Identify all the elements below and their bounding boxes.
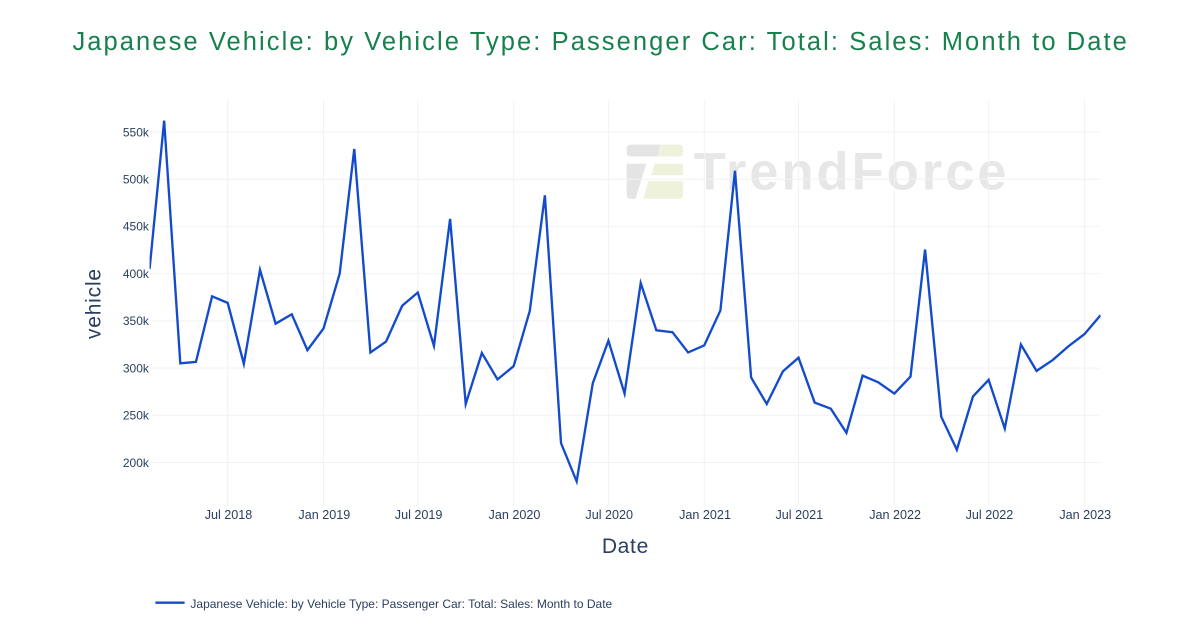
svg-text:Jul 2018: Jul 2018 — [205, 508, 253, 522]
svg-text:Jan 2020: Jan 2020 — [489, 508, 541, 522]
svg-text:Jul 2021: Jul 2021 — [776, 508, 824, 522]
svg-text:Japanese Vehicle: by Vehicle T: Japanese Vehicle: by Vehicle Type: Passe… — [190, 597, 612, 611]
svg-text:Jan 2021: Jan 2021 — [679, 508, 731, 522]
svg-text:Jul 2022: Jul 2022 — [966, 508, 1014, 522]
svg-text:Japanese Vehicle: by Vehicle T: Japanese Vehicle: by Vehicle Type: Passe… — [72, 28, 1129, 56]
svg-text:Jan 2019: Jan 2019 — [298, 508, 350, 522]
svg-text:200k: 200k — [123, 456, 150, 470]
svg-text:500k: 500k — [123, 173, 150, 187]
svg-text:vehicle: vehicle — [83, 268, 106, 339]
svg-text:Jan 2023: Jan 2023 — [1059, 508, 1111, 522]
svg-text:400k: 400k — [123, 267, 150, 281]
svg-text:Jan 2022: Jan 2022 — [869, 508, 921, 522]
svg-text:450k: 450k — [123, 220, 150, 234]
svg-text:Date: Date — [602, 535, 649, 558]
svg-text:350k: 350k — [123, 314, 150, 328]
svg-text:TrendForce: TrendForce — [694, 143, 1010, 202]
svg-text:250k: 250k — [123, 409, 150, 423]
svg-text:Jul 2019: Jul 2019 — [395, 508, 443, 522]
svg-text:550k: 550k — [123, 125, 150, 139]
svg-text:Jul 2020: Jul 2020 — [585, 508, 633, 522]
svg-text:300k: 300k — [123, 361, 150, 375]
